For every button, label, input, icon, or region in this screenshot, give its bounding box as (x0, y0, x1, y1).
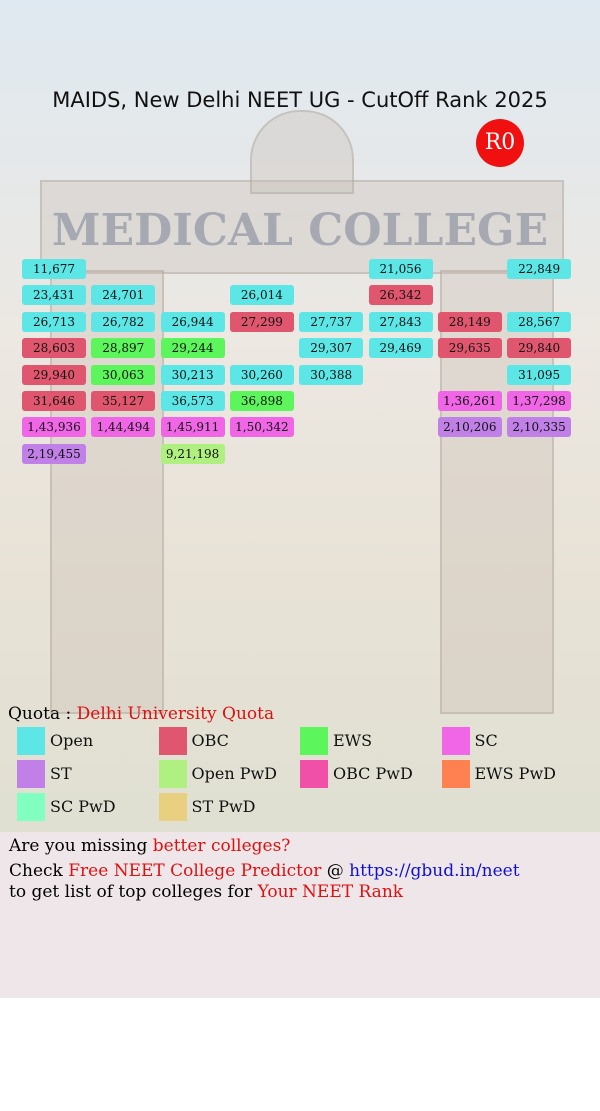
rank-cell: 24,701 (91, 285, 156, 306)
rank-cell: 27,299 (229, 311, 294, 332)
arch-top (40, 180, 564, 274)
quota: Quota : Delhi University Quota (8, 704, 274, 724)
legend-label: SC (474, 731, 498, 750)
footer-line: Check Free NEET College Predictor @ http… (9, 861, 520, 881)
pillar (440, 270, 554, 714)
title: MAIDS, New Delhi NEET UG - CutOff Rank 2… (52, 88, 548, 112)
rank-cell: 1,37,298 (507, 391, 572, 411)
round-badge: R0 (476, 119, 524, 167)
footer-text: Check (9, 861, 69, 881)
footer-text: Free NEET College Predictor (68, 861, 322, 881)
legend-label: Open PwD (191, 764, 278, 783)
legend-swatch (17, 727, 45, 755)
legend-label: Open (50, 731, 94, 750)
legend-label: OBC PwD (333, 764, 413, 783)
legend-swatch (300, 727, 328, 755)
footer-text: to get list of top colleges for (9, 882, 258, 902)
rank-cell: 21,056 (368, 259, 433, 279)
legend-swatch (17, 760, 45, 788)
background-text: MEDICAL COLLEGE (51, 205, 549, 256)
quota-label: Quota : (8, 704, 77, 724)
rank-cell: 27,843 (368, 311, 433, 332)
rank-cell: 26,713 (22, 311, 86, 332)
rank-cell: 23,431 (22, 285, 86, 306)
legend-swatch (158, 793, 187, 821)
legend-label: ST (50, 764, 72, 783)
footer-line: to get list of top colleges for Your NEE… (9, 882, 403, 902)
footer-text: Are you missing (9, 836, 153, 856)
rank-cell: 1,36,261 (437, 391, 502, 411)
rank-cell: 28,567 (507, 311, 572, 332)
legend-label: EWS (333, 731, 373, 750)
legend-label: ST PwD (191, 797, 256, 816)
rank-cell: 22,849 (507, 259, 572, 279)
rank-cell: 26,944 (160, 311, 225, 332)
rank-cell: 11,677 (22, 259, 86, 279)
rank-cell: 2,19,455 (22, 443, 86, 464)
rank-cell: 28,149 (437, 311, 502, 332)
rank-cell: 35,127 (91, 391, 156, 411)
legend-swatch (441, 760, 470, 788)
rank-cell: 36,898 (229, 391, 294, 411)
rank-cell: 1,45,911 (160, 417, 225, 438)
rank-cell: 30,388 (299, 364, 364, 385)
rank-cell: 31,646 (22, 391, 86, 411)
rank-cell: 29,244 (160, 338, 225, 359)
rank-cell: 26,782 (91, 311, 156, 332)
footer-line: Are you missing better colleges? (9, 836, 290, 856)
legend-swatch (158, 760, 187, 788)
rank-cell: 1,44,494 (91, 417, 156, 438)
rank-cell: 28,897 (91, 338, 156, 359)
rank-cell: 30,260 (229, 364, 294, 385)
rank-cell: 31,095 (507, 364, 572, 385)
rank-cell: 29,469 (368, 338, 433, 359)
legend-swatch (17, 793, 45, 821)
rank-cell: 27,737 (299, 311, 364, 332)
rank-cell: 29,940 (22, 364, 86, 385)
legend-label: OBC (191, 731, 229, 750)
footer-text: @ (321, 861, 350, 881)
rank-cell: 26,014 (229, 285, 294, 306)
rank-cell: 29,307 (299, 338, 364, 359)
legend-swatch (441, 727, 470, 755)
legend-swatch (158, 727, 187, 755)
footer-text: better colleges? (152, 836, 291, 856)
rank-cell: 9,21,198 (160, 443, 225, 464)
rank-cell: 29,840 (507, 338, 572, 359)
rank-cell: 1,50,342 (229, 417, 294, 438)
rank-cell: 36,573 (160, 391, 225, 411)
rank-cell: 26,342 (368, 285, 433, 306)
legend-swatch (300, 760, 328, 788)
footer: Are you missing better colleges? Check Fr… (0, 832, 600, 998)
rank-cell: 2,10,206 (437, 417, 502, 438)
rank-cell: 2,10,335 (507, 417, 572, 438)
pillar (50, 270, 164, 714)
rank-cell: 30,213 (160, 364, 225, 385)
footer-text: https://gbud.in/neet (349, 861, 520, 881)
footer-text: Your NEET Rank (257, 882, 404, 902)
rank-cell: 30,063 (91, 364, 156, 385)
rank-cell: 28,603 (22, 338, 86, 359)
rank-cell: 29,635 (437, 338, 502, 359)
legend-label: EWS PwD (474, 764, 556, 783)
rank-cell: 1,43,936 (22, 417, 86, 438)
legend-label: SC PwD (50, 797, 116, 816)
emblem (250, 110, 354, 194)
quota-value: Delhi University Quota (76, 704, 275, 724)
